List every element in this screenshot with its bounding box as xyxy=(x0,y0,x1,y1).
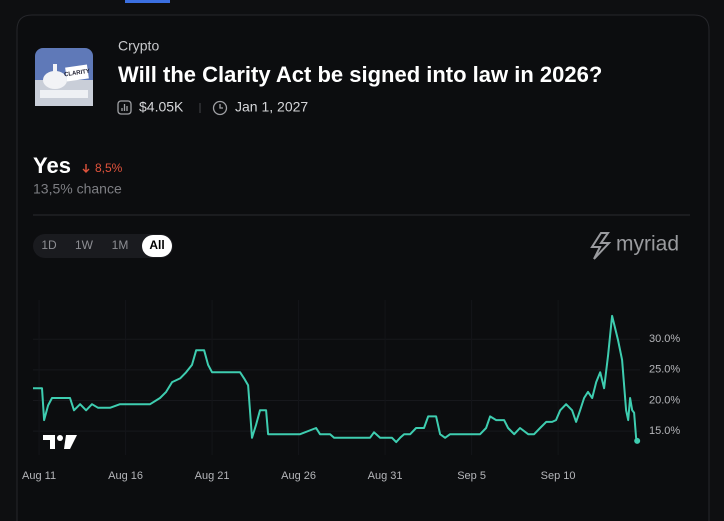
x-tick-label: Aug 21 xyxy=(195,470,230,482)
y-tick-label: 30.0% xyxy=(649,333,680,345)
brand: myriad xyxy=(616,233,679,256)
volume: $4.05K xyxy=(139,99,184,115)
question: Will the Clarity Act be signed into law … xyxy=(118,62,602,87)
clock-icon xyxy=(212,100,228,116)
end-date: Jan 1, 2027 xyxy=(235,99,308,115)
x-tick-label: Aug 11 xyxy=(22,470,56,482)
range-active xyxy=(142,235,172,257)
x-tick-label: Sep 10 xyxy=(541,470,576,482)
range-button[interactable]: 1D xyxy=(41,238,57,252)
card xyxy=(16,14,710,521)
y-tick-label: 15.0% xyxy=(649,425,680,437)
x-tick-label: Sep 5 xyxy=(457,470,486,482)
change: 8,5% xyxy=(95,161,123,175)
volume-icon xyxy=(117,100,132,115)
svg-text:CLARITY: CLARITY xyxy=(64,69,91,79)
chance: 13,5% chance xyxy=(33,181,122,197)
price-line xyxy=(33,314,639,444)
range-button[interactable]: 1W xyxy=(75,238,94,252)
x-tick-label: Aug 31 xyxy=(368,470,403,482)
last-point xyxy=(634,437,641,444)
y-tick-label: 20.0% xyxy=(649,394,680,406)
brand-logo: myriad xyxy=(590,232,679,260)
tab-indicator xyxy=(125,0,170,3)
down-arrow xyxy=(82,164,90,173)
x-tick-label: Aug 16 xyxy=(108,470,143,482)
category: Crypto xyxy=(118,38,159,54)
tradingview-logo xyxy=(43,435,77,449)
outcome: Yes xyxy=(33,153,71,178)
range-button[interactable]: All xyxy=(149,238,164,252)
market-image: CLARITY xyxy=(35,48,93,106)
range-group xyxy=(33,234,173,258)
range-button[interactable]: 1M xyxy=(112,238,129,252)
x-tick-label: Aug 26 xyxy=(281,470,316,482)
y-tick-label: 25.0% xyxy=(649,364,680,376)
